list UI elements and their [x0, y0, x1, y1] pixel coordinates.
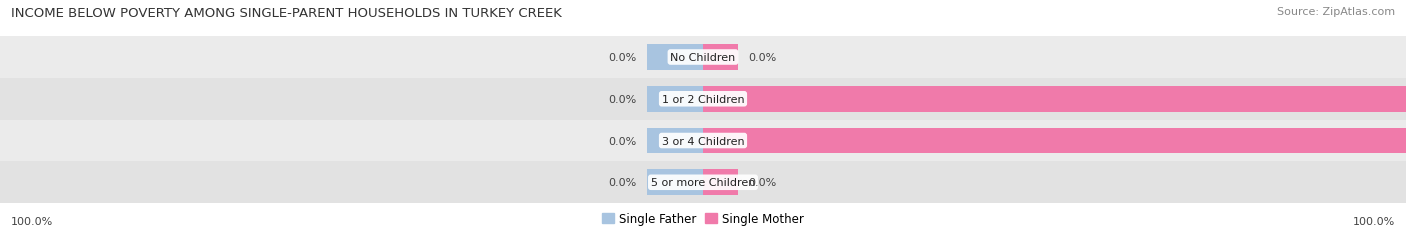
Bar	[0, 37, 1406, 79]
Bar	[0, 162, 1406, 203]
Text: 3 or 4 Children: 3 or 4 Children	[662, 136, 744, 146]
Text: 0.0%: 0.0%	[607, 53, 637, 63]
Text: Source: ZipAtlas.com: Source: ZipAtlas.com	[1277, 7, 1395, 17]
Text: 1 or 2 Children: 1 or 2 Children	[662, 94, 744, 104]
Text: INCOME BELOW POVERTY AMONG SINGLE-PARENT HOUSEHOLDS IN TURKEY CREEK: INCOME BELOW POVERTY AMONG SINGLE-PARENT…	[11, 7, 562, 20]
Bar	[647, 128, 703, 154]
Text: 0.0%: 0.0%	[749, 177, 778, 188]
Bar	[0, 120, 1406, 162]
Bar	[647, 170, 703, 195]
Bar	[703, 45, 738, 71]
Text: 0.0%: 0.0%	[607, 136, 637, 146]
Text: 100.0%: 100.0%	[11, 216, 53, 226]
Text: 0.0%: 0.0%	[749, 53, 778, 63]
Text: 5 or more Children: 5 or more Children	[651, 177, 755, 188]
Bar	[647, 45, 703, 71]
Bar	[703, 170, 738, 195]
Bar	[0, 79, 1406, 120]
Text: 0.0%: 0.0%	[607, 177, 637, 188]
Bar	[647, 86, 703, 112]
Bar	[703, 86, 1406, 112]
Legend: Single Father, Single Mother: Single Father, Single Mother	[602, 212, 804, 225]
Text: 100.0%: 100.0%	[1353, 216, 1395, 226]
Text: No Children: No Children	[671, 53, 735, 63]
Text: 0.0%: 0.0%	[607, 94, 637, 104]
Bar	[703, 128, 1406, 154]
